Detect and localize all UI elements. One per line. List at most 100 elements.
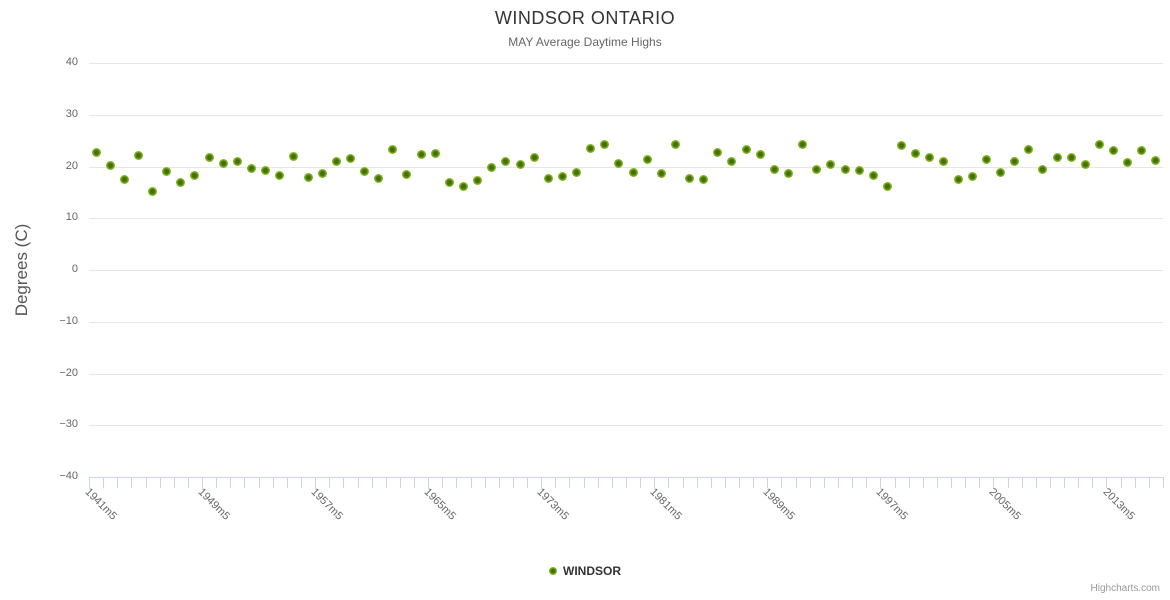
x-axis-tick	[470, 478, 472, 488]
x-axis-tick	[1148, 478, 1150, 488]
x-axis-tick	[1134, 478, 1136, 488]
data-point[interactable]	[91, 147, 101, 157]
x-axis-tick	[837, 478, 839, 488]
data-point[interactable]	[670, 139, 680, 149]
data-point[interactable]	[854, 165, 864, 175]
data-point[interactable]	[388, 145, 398, 155]
data-point[interactable]	[981, 155, 991, 165]
data-point[interactable]	[755, 149, 765, 159]
data-point[interactable]	[190, 170, 200, 180]
data-point[interactable]	[133, 150, 143, 160]
data-point[interactable]	[345, 154, 355, 164]
data-point[interactable]	[713, 147, 723, 157]
data-point[interactable]	[515, 159, 525, 169]
x-axis-tick	[696, 478, 698, 488]
data-point[interactable]	[1010, 156, 1020, 166]
data-point[interactable]	[1052, 153, 1062, 163]
data-point[interactable]	[529, 153, 539, 163]
data-point[interactable]	[289, 152, 299, 162]
data-point[interactable]	[1094, 140, 1104, 150]
data-point[interactable]	[360, 167, 370, 177]
data-point[interactable]	[261, 166, 271, 176]
y-axis-tick-label: 30	[65, 107, 78, 120]
data-point[interactable]	[162, 167, 172, 177]
data-point[interactable]	[402, 169, 412, 179]
x-axis-tick	[922, 478, 924, 488]
data-point[interactable]	[628, 167, 638, 177]
data-point[interactable]	[699, 174, 709, 184]
x-axis-tick	[103, 478, 105, 488]
legend-item-windsor[interactable]: WINDSOR	[549, 564, 621, 578]
x-axis-tick	[216, 478, 218, 488]
data-point[interactable]	[105, 160, 115, 170]
data-point[interactable]	[840, 164, 850, 174]
data-point[interactable]	[798, 139, 808, 149]
data-point[interactable]	[148, 186, 158, 196]
data-point[interactable]	[444, 177, 454, 187]
x-axis-tick	[823, 478, 825, 488]
data-point[interactable]	[727, 157, 737, 167]
x-axis-tick	[936, 478, 938, 488]
data-point[interactable]	[487, 162, 497, 172]
data-point[interactable]	[826, 160, 836, 170]
data-point[interactable]	[784, 169, 793, 179]
data-point[interactable]	[430, 149, 440, 159]
data-point[interactable]	[473, 175, 483, 185]
data-point[interactable]	[218, 159, 228, 169]
data-point[interactable]	[1137, 146, 1147, 156]
data-point[interactable]	[247, 164, 256, 174]
data-point[interactable]	[868, 171, 878, 181]
x-axis-tick	[117, 478, 119, 488]
x-axis-tick	[611, 478, 613, 488]
data-point[interactable]	[572, 168, 582, 178]
data-point[interactable]	[458, 181, 468, 191]
x-axis-tick	[512, 478, 514, 488]
data-point[interactable]	[1080, 159, 1090, 169]
data-point[interactable]	[812, 164, 822, 174]
data-point[interactable]	[882, 182, 892, 192]
data-point[interactable]	[543, 173, 553, 183]
data-point[interactable]	[685, 174, 695, 184]
data-point[interactable]	[967, 171, 977, 181]
data-point[interactable]	[897, 140, 907, 150]
data-point[interactable]	[204, 153, 214, 163]
data-point[interactable]	[939, 156, 949, 166]
data-point[interactable]	[557, 171, 567, 181]
data-point[interactable]	[614, 158, 624, 168]
data-point[interactable]	[656, 168, 666, 178]
data-point[interactable]	[995, 168, 1005, 178]
data-point[interactable]	[416, 149, 426, 159]
data-point[interactable]	[1066, 152, 1076, 162]
x-axis-tick	[484, 478, 486, 488]
x-axis-tick-label: 1973m5	[534, 486, 572, 523]
x-axis-tick	[668, 478, 670, 488]
x-axis-tick	[1106, 478, 1108, 488]
highcharts-credits-link[interactable]: Highcharts.com	[1090, 583, 1160, 594]
data-point[interactable]	[911, 149, 921, 159]
data-point[interactable]	[1151, 155, 1161, 165]
x-axis-tick-label: 2013m5	[1100, 486, 1137, 523]
data-point[interactable]	[642, 155, 652, 165]
data-point[interactable]	[600, 139, 610, 149]
data-point[interactable]	[303, 172, 313, 182]
data-point[interactable]	[741, 145, 751, 155]
data-point[interactable]	[176, 178, 186, 188]
data-point[interactable]	[586, 144, 596, 154]
data-point[interactable]	[374, 173, 384, 183]
y-axis-tick-label: 10	[65, 211, 78, 224]
data-point[interactable]	[275, 171, 285, 181]
x-axis-tick	[1049, 478, 1051, 488]
x-axis-tick	[371, 478, 373, 488]
data-point[interactable]	[1024, 145, 1034, 155]
data-point[interactable]	[1038, 165, 1048, 175]
data-point[interactable]	[953, 175, 963, 185]
data-point[interactable]	[331, 156, 341, 166]
data-point[interactable]	[317, 168, 327, 178]
data-point[interactable]	[1123, 157, 1133, 167]
data-point[interactable]	[232, 156, 242, 166]
data-point[interactable]	[1109, 145, 1119, 155]
data-point[interactable]	[119, 175, 129, 185]
data-point[interactable]	[769, 165, 779, 175]
data-point[interactable]	[501, 156, 511, 166]
data-point[interactable]	[925, 152, 935, 162]
